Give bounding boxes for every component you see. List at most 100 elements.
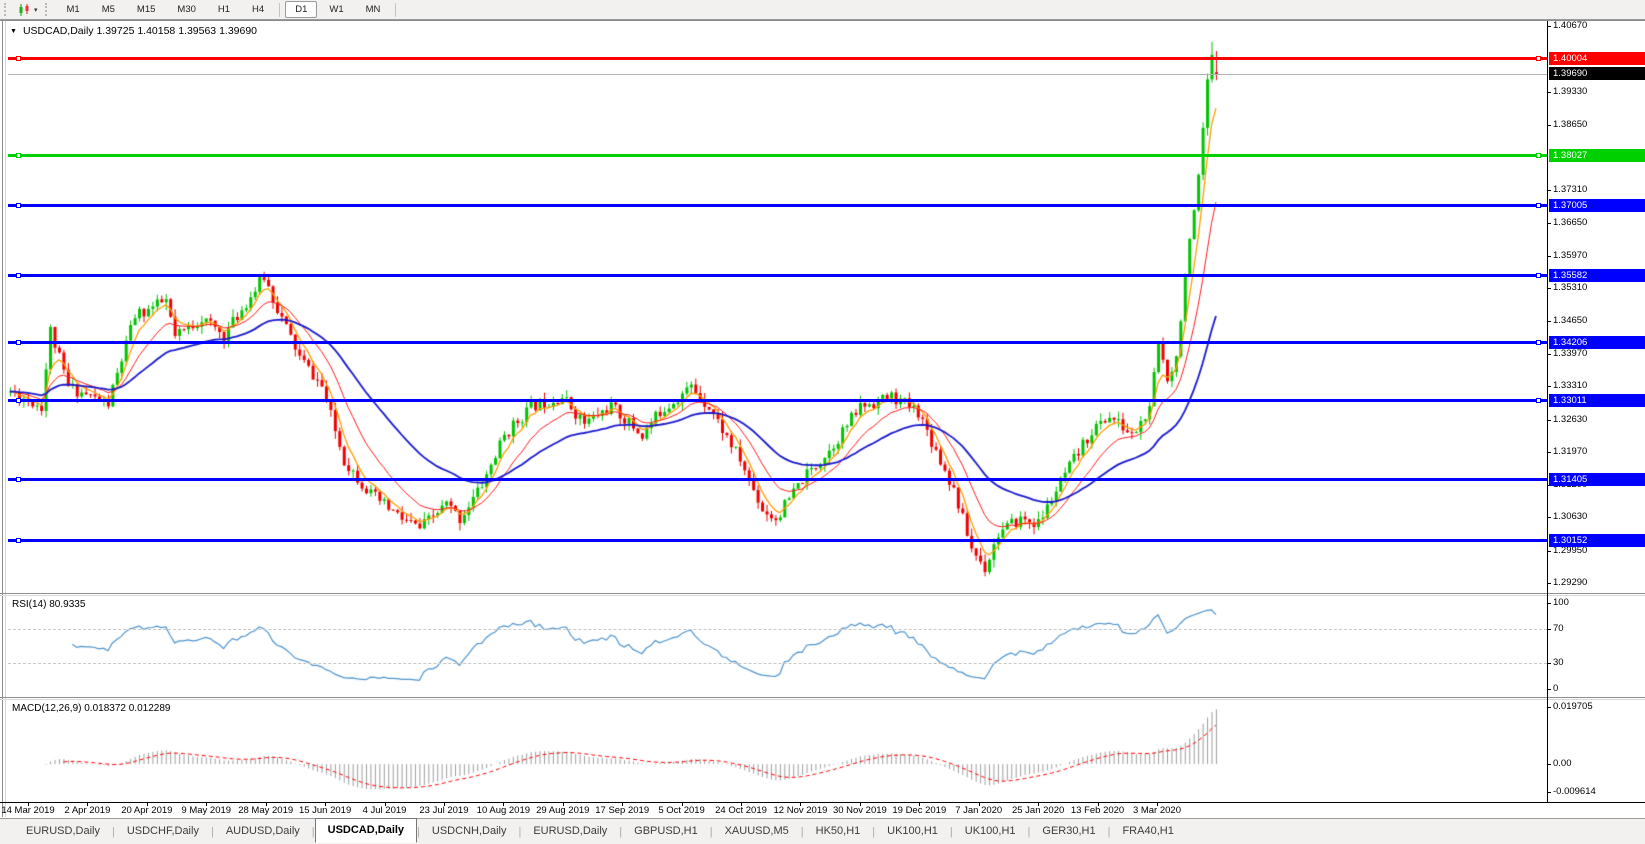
pane-separator[interactable]	[0, 697, 1645, 698]
level-line-1.31405[interactable]	[8, 477, 1547, 481]
level-line-anchor[interactable]	[16, 56, 21, 62]
chart-tab-usdcnh-daily[interactable]: USDCNH,Daily	[431, 825, 507, 837]
chart-tab-bar: EURUSD,Daily | USDCHF,Daily | AUDUSD,Daily | U…	[0, 818, 1645, 844]
chart-tab-fra40-h1[interactable]: FRA40,H1	[1122, 825, 1174, 837]
chart-tab-gbpusd-h1[interactable]: GBPUSD,H1	[634, 825, 698, 837]
date-tick-mark	[503, 802, 505, 806]
level-line-anchor[interactable]	[1536, 339, 1541, 345]
price-tick-label: 1.33970	[1553, 347, 1588, 359]
tab-separator: |	[311, 825, 315, 838]
level-line-anchor[interactable]	[16, 152, 21, 158]
price-axis-line	[1547, 21, 1548, 802]
date-tick-mark	[859, 802, 861, 806]
date-label: 23 Jul 2019	[419, 805, 469, 816]
price-tick-mark	[1547, 353, 1551, 355]
level-line-1.37005[interactable]	[8, 203, 1547, 207]
date-label: 10 Aug 2019	[476, 805, 531, 816]
chart-tab-hk50-h1[interactable]: HK50,H1	[815, 825, 861, 837]
level-line-anchor[interactable]	[1536, 398, 1541, 404]
rsi-tick-mark	[1547, 628, 1551, 630]
tab-separator: |	[210, 825, 214, 838]
level-line-1.33011[interactable]	[8, 399, 1547, 403]
price-tick-label: 1.29290	[1553, 577, 1588, 588]
level-line-1.38027[interactable]	[8, 153, 1547, 157]
rsi-tick-mark	[1547, 663, 1551, 665]
current-price-line	[8, 73, 1547, 75]
macd-tick-label: 0.00	[1553, 758, 1572, 770]
level-line-anchor[interactable]	[16, 538, 21, 544]
level-price-badge: 1.34206	[1549, 335, 1645, 349]
tab-separator: |	[1107, 825, 1111, 838]
price-tick-mark	[1547, 190, 1551, 192]
date-label: 24 Oct 2019	[715, 805, 767, 816]
tab-separator: |	[709, 825, 713, 838]
level-line-anchor[interactable]	[1536, 202, 1541, 208]
level-price-badge: 1.40004	[1549, 52, 1645, 66]
date-label: 14 Mar 2019	[1, 805, 55, 816]
rsi-level-line-30	[8, 663, 1547, 665]
rsi-tick-mark	[1547, 689, 1551, 690]
price-tick-label: 1.38650	[1553, 118, 1588, 130]
level-price-badge: 1.35582	[1549, 268, 1645, 282]
chart-tab-usdchf-daily[interactable]: USDCHF,Daily	[126, 825, 199, 837]
macd-tick-label: 0.019705	[1553, 701, 1593, 712]
level-line-1.35582[interactable]	[8, 273, 1547, 277]
date-tick-mark	[1038, 802, 1040, 806]
level-line-anchor[interactable]	[16, 476, 21, 482]
price-tick-mark	[1547, 26, 1551, 27]
current-price-badge: 1.39690	[1549, 67, 1645, 81]
tab-separator: |	[800, 825, 804, 838]
chart-tab-uk100-h1[interactable]: UK100,H1	[887, 825, 938, 837]
level-line-anchor[interactable]	[16, 398, 21, 404]
price-tick-label: 1.31970	[1553, 445, 1588, 457]
macd-indicator-label: MACD(12,26,9) 0.018372 0.012289	[12, 703, 171, 714]
date-tick-mark	[562, 802, 564, 806]
date-tick-mark	[87, 802, 89, 806]
chart-tab-xauusd-m5[interactable]: XAUUSD,M5	[724, 825, 789, 837]
tab-separator: |	[1027, 825, 1031, 838]
price-tick-label: 1.29950	[1553, 544, 1588, 556]
chart-tab-audusd-daily[interactable]: AUDUSD,Daily	[225, 825, 300, 837]
level-line-anchor[interactable]	[1536, 272, 1541, 278]
chart-tab-eurusd-daily[interactable]: EURUSD,Daily	[26, 825, 100, 837]
pane-separator[interactable]	[0, 593, 1645, 594]
chart-tab-uk100-h1[interactable]: UK100,H1	[964, 825, 1016, 837]
tab-separator: |	[518, 825, 522, 838]
pane-separator-highlight	[0, 595, 1645, 596]
level-line-anchor[interactable]	[16, 339, 21, 345]
price-tick-label: 1.34650	[1553, 314, 1588, 326]
level-line-1.40004[interactable]	[8, 57, 1547, 61]
date-label: 17 Sep 2019	[595, 805, 650, 816]
price-tick-mark	[1547, 320, 1551, 322]
rsi-indicator-label: RSI(14) 80.9335	[12, 599, 86, 610]
level-line-anchor[interactable]	[16, 272, 21, 278]
date-tick-mark	[28, 802, 29, 806]
level-line-anchor[interactable]	[1536, 152, 1541, 158]
level-price-badge: 1.33011	[1549, 394, 1645, 408]
price-tick-mark	[1547, 451, 1551, 453]
tab-separator: |	[949, 825, 953, 838]
price-tick-label: 1.39330	[1553, 85, 1588, 97]
price-tick-mark	[1547, 386, 1551, 388]
level-line-1.34206[interactable]	[8, 340, 1547, 344]
price-tick-mark	[1547, 91, 1551, 93]
chart-objects-dropdown-icon[interactable]: ▼	[10, 27, 17, 35]
price-tick-label: 1.30630	[1553, 511, 1588, 523]
date-label: 5 Oct 2019	[658, 805, 705, 816]
date-label: 2 Apr 2019	[64, 805, 111, 816]
date-label: 9 May 2019	[181, 805, 232, 816]
date-label: 7 Jan 2020	[955, 805, 1003, 816]
date-tick-mark	[1097, 802, 1099, 806]
level-line-1.30152[interactable]	[8, 539, 1547, 543]
level-line-anchor[interactable]	[1536, 56, 1541, 62]
level-line-anchor[interactable]	[16, 202, 21, 208]
chart-tab-usdcad-daily[interactable]: USDCAD,Daily	[314, 818, 418, 843]
date-tick-mark	[800, 802, 802, 806]
rsi-tick-label: 0	[1553, 683, 1559, 694]
price-tick-mark	[1547, 419, 1551, 421]
chart-tab-eurusd-daily[interactable]: EURUSD,Daily	[533, 825, 608, 837]
chart-tab-ger30-h1[interactable]: GER30,H1	[1042, 825, 1096, 837]
date-label: 30 Nov 2019	[832, 805, 887, 816]
date-label: 29 Aug 2019	[536, 805, 590, 816]
